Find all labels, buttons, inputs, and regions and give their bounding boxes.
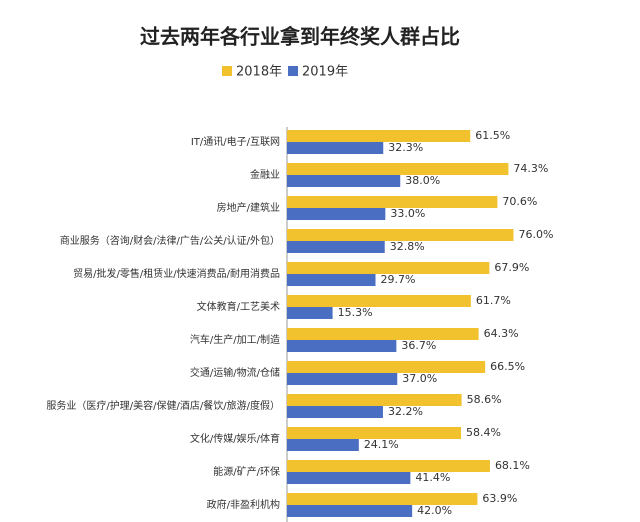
bar: [287, 340, 397, 352]
value-label: 24.1%: [364, 438, 399, 451]
value-label: 58.4%: [466, 426, 501, 439]
value-label: 61.7%: [476, 294, 511, 307]
bar: [287, 274, 376, 286]
y-tick-label: 商业服务（咨询/财会/法律/广告/公关/认证/外包）: [60, 234, 280, 247]
y-tick-label: IT/通讯/电子/互联网: [191, 135, 280, 148]
value-label: 29.7%: [381, 273, 416, 286]
bar: [287, 427, 462, 439]
bar: [287, 406, 383, 418]
y-tick-label: 贸易/批发/零售/租赁业/快速消费品/耐用消费品: [73, 267, 280, 280]
y-tick-label: 文体教育/工艺美术: [197, 300, 280, 313]
value-label: 61.5%: [475, 129, 510, 142]
value-label: 37.0%: [402, 372, 437, 385]
bar: [287, 328, 479, 340]
value-label: 64.3%: [484, 327, 519, 340]
bar: [287, 208, 386, 220]
bar: [287, 229, 514, 241]
y-tick-label: 汽车/生产/加工/制造: [190, 333, 280, 346]
value-label: 38.0%: [405, 174, 440, 187]
bar: [287, 439, 359, 451]
bar: [287, 460, 490, 472]
bar: [287, 361, 486, 373]
bar: [287, 196, 498, 208]
bar: [287, 307, 333, 319]
bar: [287, 142, 384, 154]
value-label: 33.0%: [390, 207, 425, 220]
y-tick-label: 政府/非盈利机构: [207, 498, 280, 511]
bar: [287, 163, 509, 175]
bar: [287, 175, 401, 187]
bar: [287, 394, 462, 406]
bar: [287, 493, 478, 505]
value-label: 63.9%: [482, 492, 517, 505]
bar: [287, 241, 385, 253]
legend-swatch: [288, 66, 298, 76]
value-label: 36.7%: [401, 339, 436, 352]
value-label: 32.2%: [388, 405, 423, 418]
bar: [287, 295, 471, 307]
legend-label: 2019年: [302, 65, 348, 80]
y-tick-label: 交通/运输/物流/仓储: [190, 366, 280, 379]
bar: [287, 472, 411, 484]
chart-title: 过去两年各行业拿到年终奖人群占比: [140, 25, 460, 49]
value-label: 41.4%: [415, 471, 450, 484]
bar: [287, 130, 471, 142]
y-tick-label: 能源/矿产/环保: [213, 465, 280, 478]
value-label: 68.1%: [495, 459, 530, 472]
legend-swatch: [222, 66, 232, 76]
y-tick-label: 文化/传媒/娱乐/体育: [190, 432, 280, 445]
value-label: 58.6%: [467, 393, 502, 406]
value-label: 74.3%: [513, 162, 548, 175]
value-label: 66.5%: [490, 360, 525, 373]
bar: [287, 505, 413, 517]
value-label: 76.0%: [518, 228, 553, 241]
value-label: 32.8%: [390, 240, 425, 253]
y-tick-label: 服务业（医疗/护理/美容/保健/酒店/餐饮/旅游/度假）: [46, 399, 280, 412]
y-tick-label: 金融业: [250, 168, 280, 181]
value-label: 67.9%: [494, 261, 529, 274]
y-tick-label: 房地产/建筑业: [217, 201, 280, 214]
value-label: 32.3%: [388, 141, 423, 154]
value-label: 42.0%: [417, 504, 452, 517]
value-label: 70.6%: [502, 195, 537, 208]
value-label: 15.3%: [338, 306, 373, 319]
bar: [287, 262, 490, 274]
bar: [287, 373, 398, 385]
legend-label: 2018年: [236, 65, 282, 80]
